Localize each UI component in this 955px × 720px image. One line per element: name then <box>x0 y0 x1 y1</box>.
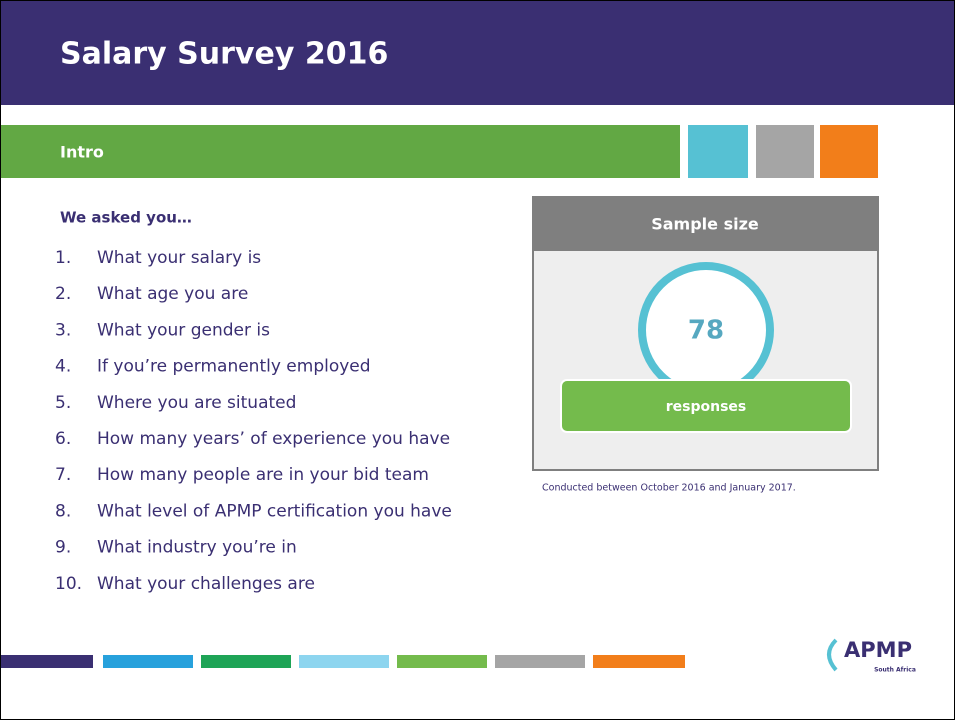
item-number: 3. <box>55 320 71 340</box>
item-number: 10. <box>55 574 82 594</box>
footer-stripe <box>1 655 93 668</box>
item-number: 4. <box>55 357 71 377</box>
footer-stripe <box>299 655 389 668</box>
item-text: What industry you’re in <box>97 538 297 558</box>
footer-stripe <box>593 655 685 668</box>
sample-value: 78 <box>688 316 724 346</box>
footer-stripe <box>103 655 193 668</box>
item-number: 9. <box>55 538 71 558</box>
gray-square <box>756 125 814 178</box>
item-text: If you’re permanently employed <box>97 357 371 377</box>
item-text: What your challenges are <box>97 574 315 594</box>
section-bar <box>1 125 680 178</box>
item-text: What your gender is <box>97 320 270 340</box>
sample-header <box>533 197 878 251</box>
item-number: 5. <box>55 393 71 413</box>
footer-stripe <box>201 655 291 668</box>
item-text: What level of APMP certification you hav… <box>97 501 452 521</box>
footer-stripe <box>397 655 487 668</box>
logo-text: APMP <box>844 638 912 662</box>
item-number: 7. <box>55 465 71 485</box>
item-text: What age you are <box>97 284 248 304</box>
sample-title: Sample size <box>651 215 759 234</box>
item-number: 8. <box>55 501 71 521</box>
teal-square <box>688 125 748 178</box>
item-text: Where you are situated <box>97 393 296 413</box>
header-band <box>1 1 954 105</box>
item-text: What your salary is <box>97 248 261 268</box>
item-text: How many people are in your bid team <box>97 465 429 485</box>
item-number: 6. <box>55 429 71 449</box>
logo-subtext: South Africa <box>874 667 916 674</box>
footer-stripe <box>495 655 585 668</box>
section-title: Intro <box>60 143 104 162</box>
title: Salary Survey 2016 <box>60 37 388 72</box>
list-heading: We asked you… <box>60 209 192 227</box>
sample-label: responses <box>666 399 747 415</box>
item-number: 1. <box>55 248 71 268</box>
question-list: 1. What your salary is 2. What age you are 3… <box>55 248 452 594</box>
item-number: 2. <box>55 284 71 304</box>
item-text: How many years’ of experience you have <box>97 429 450 449</box>
orange-square <box>820 125 878 178</box>
sample-note: Conducted between October 2016 and Janua… <box>542 483 796 494</box>
logo-swoosh <box>827 638 838 672</box>
responses-box <box>560 379 852 433</box>
